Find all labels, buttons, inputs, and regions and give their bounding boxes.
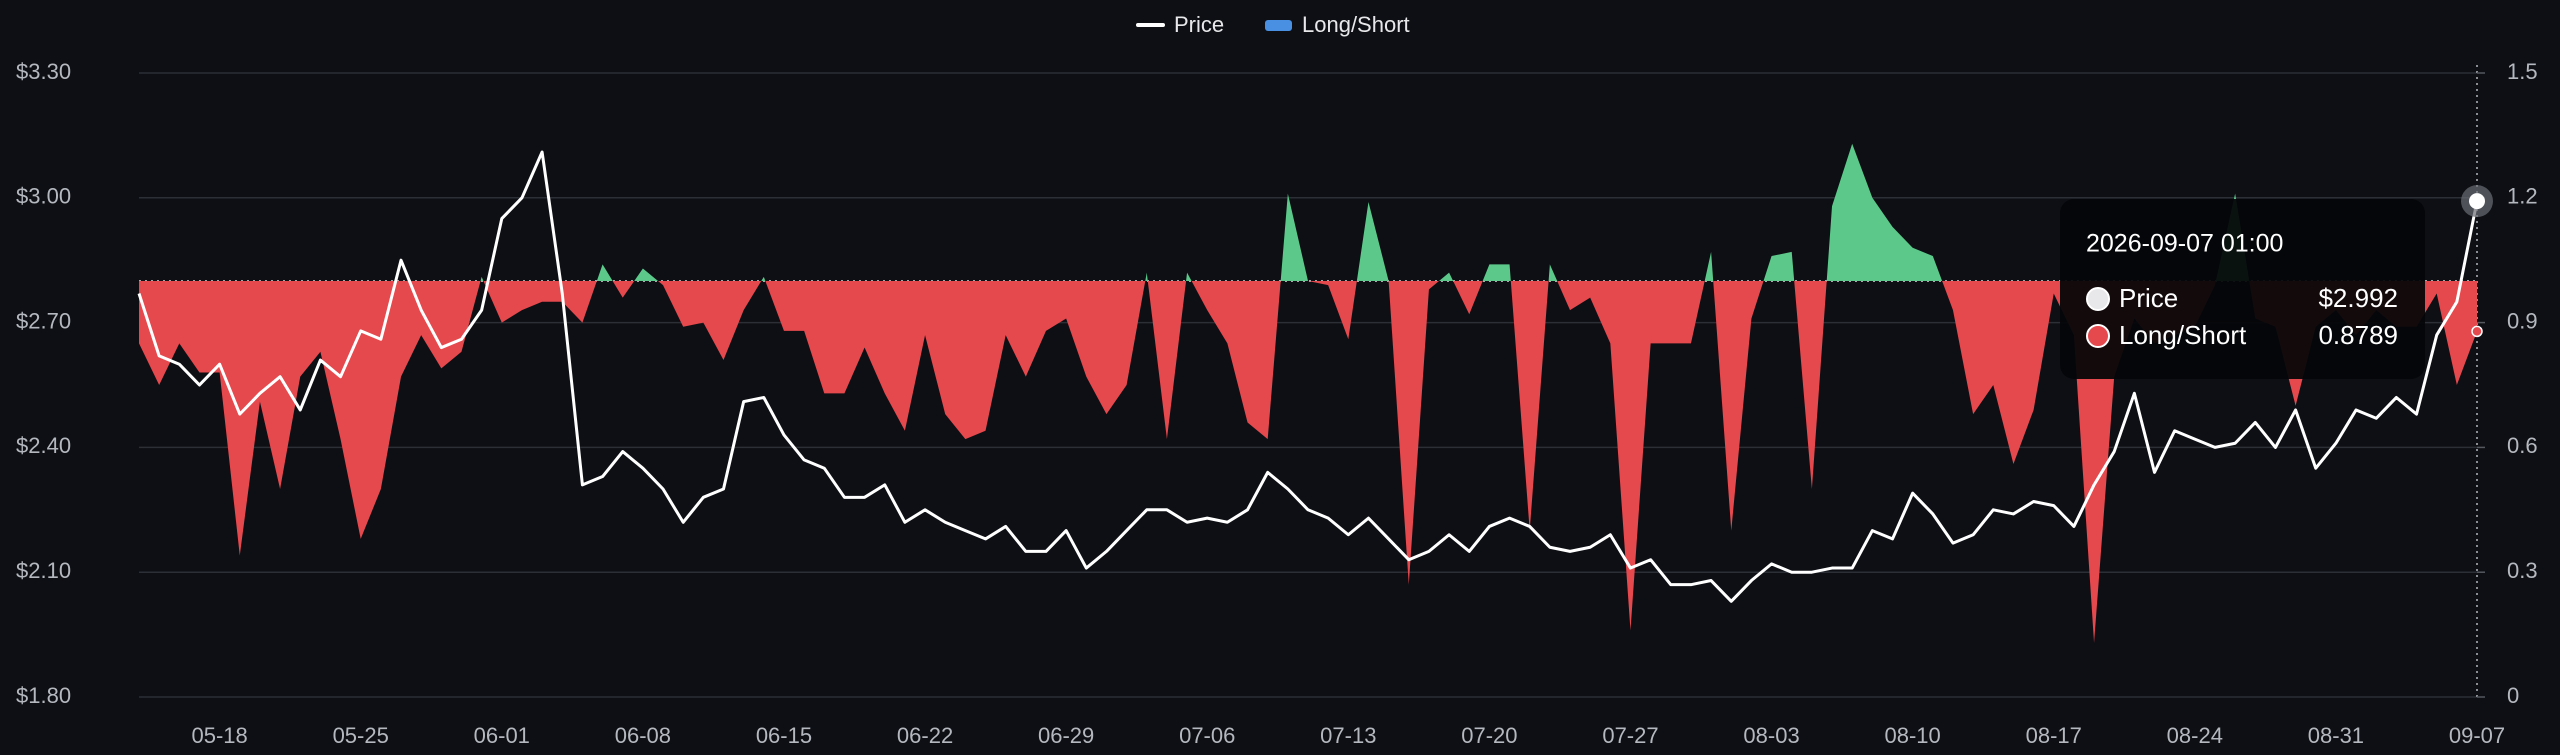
y-tick-label: $3.00 [16,184,71,209]
legend-label: Price [1174,12,1224,37]
y2-tick-label: 0.9 [2507,308,2538,333]
tooltip-box [2060,199,2425,379]
tooltip-label: Long/Short [2119,320,2247,350]
grid [139,65,2478,698]
axis-labels: $1.80 $2.10 $2.40 $2.70 $3.00 $3.30 0 0.3 0.6 0.9… [16,59,2538,748]
ratio-area [139,143,2477,643]
tooltip: 2026-09-07 01:00 Price $2.992 Long/Short 0.8… [2060,185,2493,379]
tooltip-value: 0.8789 [2318,320,2398,350]
y2-tick-label: 0 [2507,683,2519,708]
x-tick-label: 05-18 [191,723,247,748]
tooltip-title: 2026-09-07 01:00 [2086,230,2283,258]
y-tick-label: $2.70 [16,308,71,333]
y2-tick-label: 0.6 [2507,433,2538,458]
legend-swatch [1265,20,1292,31]
x-tick-label: 07-06 [1179,723,1235,748]
x-tick-label: 08-03 [1743,723,1799,748]
x-tick-label: 08-24 [2167,723,2223,748]
x-tick-label: 07-20 [1461,723,1517,748]
hover-point [2469,193,2485,210]
x-tick-label: 05-25 [333,723,389,748]
y2-tick-label: 1.2 [2507,184,2538,209]
x-tick-label: 07-27 [1602,723,1658,748]
y2-tick-label: 1.5 [2507,59,2538,84]
tooltip-value: $2.992 [2318,283,2398,313]
x-tick-label: 06-15 [756,723,812,748]
x-tick-label: 07-13 [1320,723,1376,748]
y-tick-label: $1.80 [16,683,71,708]
price-line [137,150,2479,603]
y2-tick-label: 0.3 [2507,558,2538,583]
x-tick-label: 06-29 [1038,723,1094,748]
x-tick-label: 08-31 [2308,723,2364,748]
y-tick-label: $2.40 [16,433,71,458]
y-tick-label: $3.30 [16,59,71,84]
x-tick-label: 09-07 [2449,723,2505,748]
x-tick-label: 08-17 [2026,723,2082,748]
legend: Price Long/Short [1136,12,1410,37]
line-layer [137,150,2479,603]
x-tick-label: 08-10 [1885,723,1941,748]
legend-label: Long/Short [1302,12,1410,37]
tooltip-dot [2086,287,2110,311]
tooltip-dot [2086,324,2110,348]
x-tick-label: 06-22 [897,723,953,748]
x-tick-label: 06-08 [615,723,671,748]
hover-ratio-point [2471,325,2483,338]
area-layer [139,143,2477,643]
y-tick-label: $2.10 [16,558,71,583]
x-tick-label: 06-01 [474,723,530,748]
tooltip-label: Price [2119,283,2178,313]
